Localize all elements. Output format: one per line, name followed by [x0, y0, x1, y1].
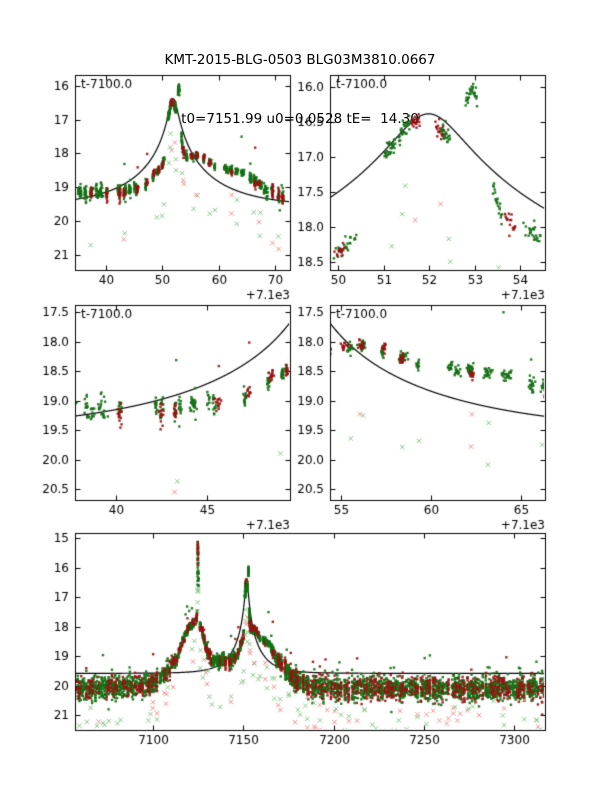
panel-mid-right-canvas [280, 292, 557, 545]
panel-mid-left-canvas [25, 292, 302, 545]
panel-top-right-canvas [280, 62, 557, 315]
panel-top-left-canvas [25, 62, 302, 315]
panel-full-lightcurve-canvas [25, 520, 557, 775]
